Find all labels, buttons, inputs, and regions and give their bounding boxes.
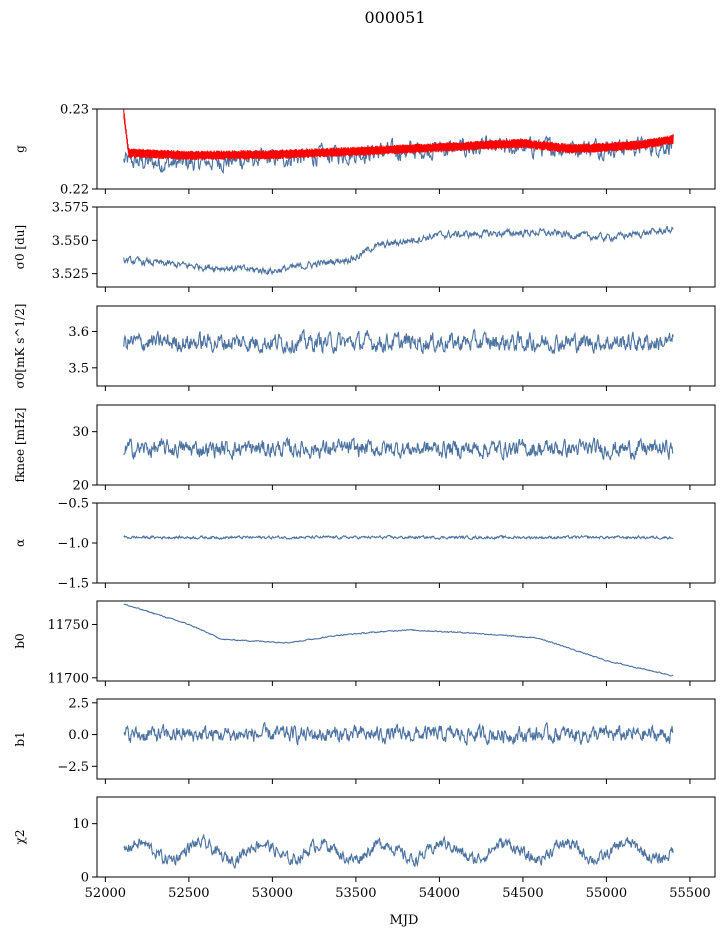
y-axis-label-fknee: fknee [mHz] xyxy=(13,408,27,483)
axes-frame-sigma0_du xyxy=(96,206,716,288)
y-tick-label-alpha-2: −0.5 xyxy=(57,497,89,512)
panel-fknee: 20 30 fknee [mHz] xyxy=(13,404,716,494)
x-axis-label: MJD xyxy=(390,913,419,928)
x-tick-label-5: 54500 xyxy=(502,886,543,901)
series-line-g-1 xyxy=(123,109,674,161)
y-tick-label-fknee-1: 30 xyxy=(72,425,89,440)
y-tick-label-b1-1: 0.0 xyxy=(68,728,89,743)
y-tick-label-b1-2: 2.5 xyxy=(68,696,89,711)
y-axis-label-sigma0_du: σ0 [du] xyxy=(13,225,27,269)
y-axis-label-b1: b1 xyxy=(13,731,27,746)
y-axis-label-b0: b0 xyxy=(13,633,27,648)
y-tick-label-sigma0_mK-1: 3.6 xyxy=(68,325,89,340)
y-tick-label-alpha-1: −1.0 xyxy=(57,537,89,552)
series-line-alpha-0 xyxy=(123,534,674,541)
series-line-b0-0 xyxy=(123,603,674,677)
x-tick-label-4: 54000 xyxy=(419,886,460,901)
y-tick-label-sigma0_mK-0: 3.5 xyxy=(68,361,89,376)
y-tick-label-fknee-0: 20 xyxy=(72,479,89,494)
figure-title: 000051 xyxy=(364,8,425,27)
series-line-b1-0 xyxy=(123,721,674,746)
x-tick-label-3: 53500 xyxy=(335,886,376,901)
y-tick-label-g-0: 0.22 xyxy=(60,183,89,198)
series-line-chi2-0 xyxy=(123,833,674,870)
panel-chi2: 0 10 52000 52500 53000 53500 54000 54500 55000 55… xyxy=(13,796,716,901)
series-line-sigma0_mK-0 xyxy=(123,328,674,355)
y-axis-label-chi2: χ2 xyxy=(13,830,27,845)
y-tick-label-b0-1: 11750 xyxy=(48,618,89,633)
y-tick-label-b1-0: −2.5 xyxy=(57,760,89,775)
y-axis-label-alpha: α xyxy=(13,539,27,547)
panel-b1: −2.5 0.0 2.5 b1 xyxy=(13,696,716,784)
series-line-fknee-0 xyxy=(123,436,674,461)
y-tick-label-chi2-1: 10 xyxy=(72,817,89,832)
axes-frame-chi2 xyxy=(96,796,716,878)
panel-b0: 11700 11750 b0 xyxy=(13,600,716,686)
y-axis-label-sigma0_mK: σ0[mK s^1/2] xyxy=(13,304,27,389)
series-line-sigma0_du-0 xyxy=(123,225,674,276)
panel-alpha: −1.5 −1.0 −0.5 α xyxy=(13,497,716,592)
y-axis-label-g: g xyxy=(13,145,27,153)
y-tick-label-alpha-0: −1.5 xyxy=(57,577,89,592)
x-tick-label-0: 52000 xyxy=(85,886,126,901)
panel-g: 0.22 0.23 g xyxy=(13,103,716,198)
panel-sigma0_du: 3.525 3.550 3.575 σ0 [du] xyxy=(13,201,716,292)
axes-frame-fknee xyxy=(96,404,716,486)
y-tick-label-g-1: 0.23 xyxy=(60,103,89,118)
y-tick-label-b0-0: 11700 xyxy=(48,671,89,686)
axes-frame-sigma0_mK xyxy=(96,305,716,387)
x-tick-label-2: 53000 xyxy=(252,886,293,901)
axes-frame-b0 xyxy=(96,600,716,682)
x-tick-label-7: 55500 xyxy=(669,886,710,901)
x-tick-label-1: 52500 xyxy=(168,886,209,901)
panels: 0.22 0.23 g 3.525 3.550 3.575 σ0 [du] 3.5 3.6 σ0[… xyxy=(13,103,716,901)
y-tick-label-sigma0_du-0: 3.525 xyxy=(52,267,89,282)
axes-frame-b1 xyxy=(96,698,716,780)
axes-frame-alpha xyxy=(96,502,716,584)
x-tick-label-6: 55000 xyxy=(586,886,627,901)
y-tick-label-sigma0_du-2: 3.575 xyxy=(52,201,89,216)
y-tick-label-sigma0_du-1: 3.550 xyxy=(52,234,89,249)
y-tick-label-chi2-0: 0 xyxy=(81,871,89,886)
panel-sigma0_mK: 3.5 3.6 σ0[mK s^1/2] xyxy=(13,304,716,391)
axes-frame-g xyxy=(96,108,716,190)
